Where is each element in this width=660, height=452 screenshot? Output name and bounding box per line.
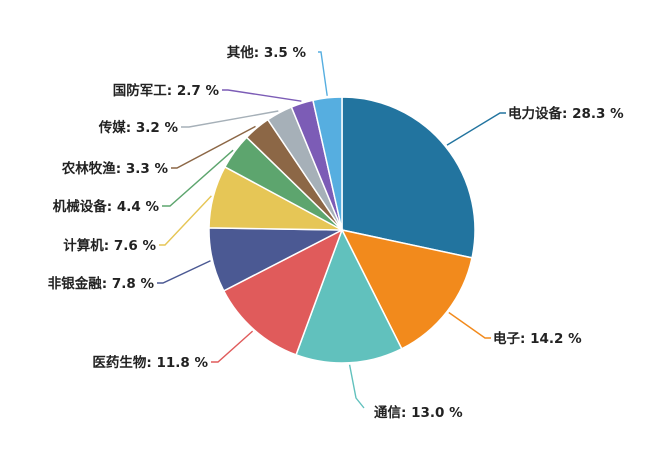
- slice-label-5: 计算机: 7.6 %: [63, 237, 156, 254]
- pie-slice-2: [295, 228, 403, 364]
- leader-line-8: [181, 110, 279, 128]
- slice-label-6: 机械设备: 4.4 %: [53, 198, 160, 215]
- slice-label-10: 其他: 3.5 %: [227, 44, 307, 61]
- leader-line-2: [348, 364, 365, 409]
- slice-label-8: 传媒: 3.2 %: [98, 119, 179, 136]
- slice-label-9: 国防军工: 2.7 %: [113, 82, 220, 99]
- leader-line-1: [448, 311, 491, 339]
- pie-slice-10: [312, 96, 343, 231]
- leader-line-7: [171, 125, 256, 169]
- slice-label-7: 农林牧渔: 3.3 %: [61, 160, 169, 177]
- slice-label-0: 电力设备: 28.3 %: [508, 105, 624, 122]
- leader-line-9: [222, 89, 302, 102]
- leader-line-3: [211, 330, 254, 363]
- slice-label-4: 非银金融: 7.8 %: [48, 275, 155, 292]
- pie-slice-1: [340, 228, 473, 350]
- pie-slice-0: [341, 96, 476, 259]
- leader-line-10: [318, 51, 328, 96]
- pie-slice-3: [222, 228, 344, 356]
- slice-label-1: 电子: 14.2 %: [493, 330, 582, 347]
- slice-label-3: 医药生物: 11.8 %: [92, 354, 208, 371]
- leader-line-6: [162, 149, 234, 207]
- leader-line-0: [446, 112, 506, 146]
- slice-label-2: 通信: 13.0 %: [374, 404, 463, 421]
- leader-line-5: [159, 195, 212, 246]
- leader-line-4: [157, 260, 211, 284]
